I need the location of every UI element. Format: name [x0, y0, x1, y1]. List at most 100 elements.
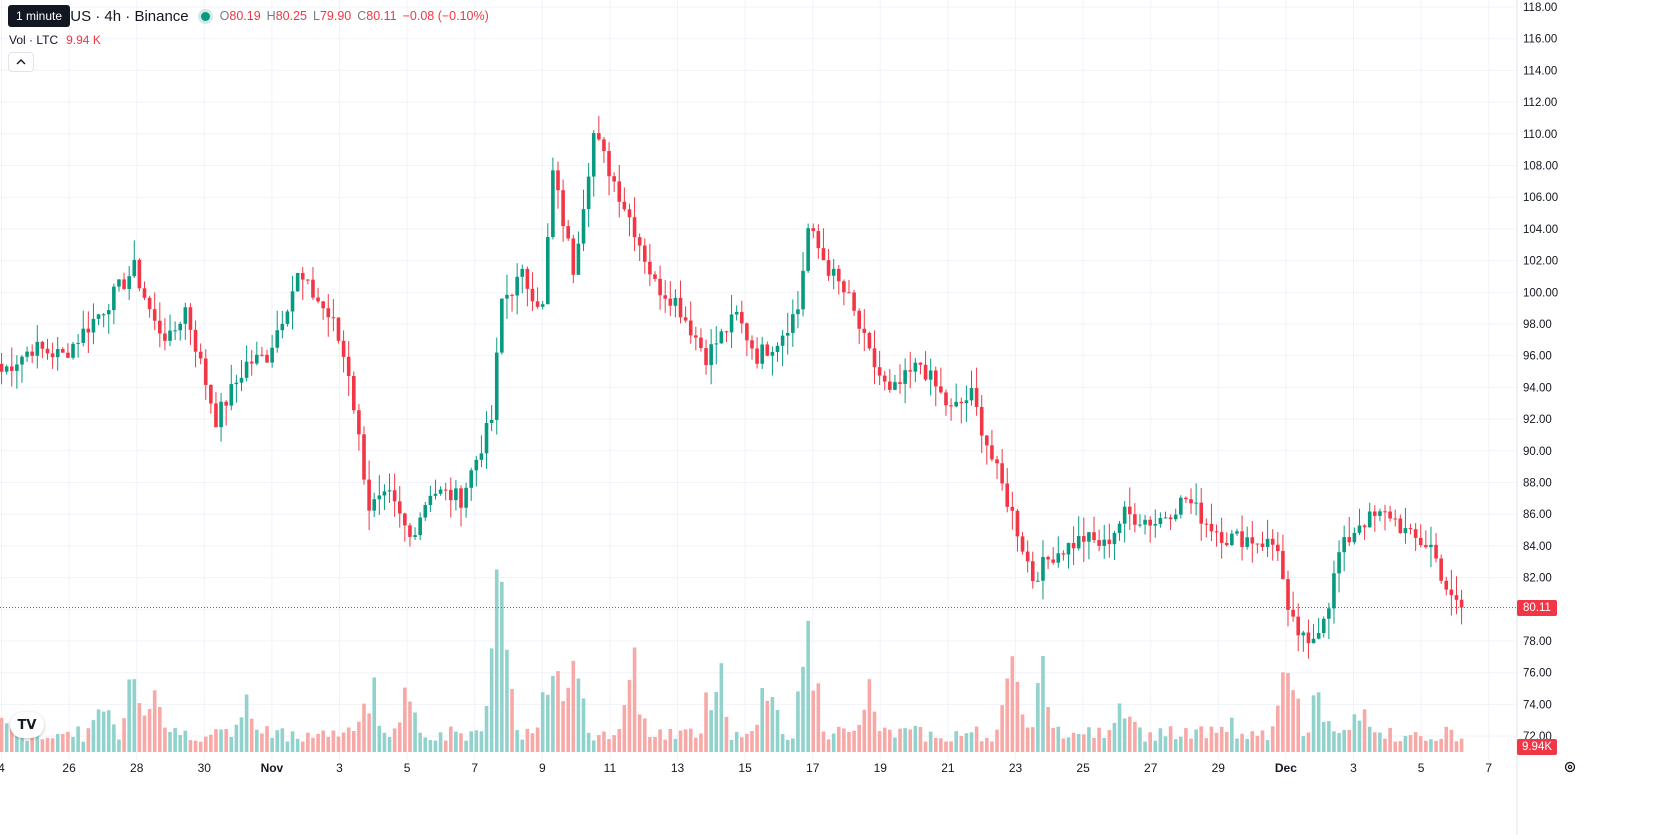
candle-body [101, 314, 106, 316]
candle-body [489, 419, 494, 423]
price-tick-label: 90.00 [1523, 446, 1552, 458]
symbol-legend: n / TetherUS · 4h · Binance O80.19 H80.2… [8, 6, 489, 26]
candle-body [893, 382, 897, 390]
time-tick-label: 19 [874, 761, 888, 775]
candle-body [132, 259, 137, 277]
volume-bar [566, 687, 571, 752]
time-tick-label: 5 [1418, 761, 1425, 775]
volume-bar [494, 569, 499, 752]
time-tick-label: 7 [471, 761, 478, 775]
volume-bar [862, 709, 867, 752]
volume-bar [321, 730, 325, 752]
candle-body [260, 354, 264, 356]
candle-body [1184, 497, 1188, 500]
volume-bar [1219, 726, 1224, 752]
candle-body [428, 495, 433, 506]
volume-bar [765, 700, 770, 752]
candle-body [372, 499, 377, 511]
volume-bar [545, 694, 550, 752]
volume-legend[interactable]: Vol · LTC 9.94 K [9, 33, 101, 47]
candle-body [775, 345, 780, 353]
volume-bar [1209, 726, 1214, 752]
candle-body [45, 348, 50, 354]
chevron-up-icon [16, 57, 26, 68]
candle-body [459, 488, 463, 508]
candle-body [903, 370, 907, 384]
volume-bar [30, 726, 34, 752]
candle-body [985, 435, 989, 446]
tradingview-logo[interactable]: TV [10, 712, 44, 738]
candle-body [1429, 544, 1433, 548]
volume-bar [775, 709, 780, 752]
volume-bar [939, 738, 943, 752]
volume-bar [1066, 737, 1071, 752]
volume-bar [668, 728, 673, 752]
candle-body [188, 307, 193, 330]
volume-bar [346, 727, 351, 752]
candle-body [882, 375, 887, 382]
candle-body [1332, 573, 1336, 609]
candle-body [913, 362, 918, 372]
price-tick-label: 84.00 [1523, 541, 1552, 553]
collapse-legend-button[interactable] [8, 52, 34, 72]
candle-body [1383, 511, 1387, 513]
volume-bar [826, 739, 831, 752]
volume-bar [35, 733, 40, 752]
volume-bar [454, 731, 458, 752]
candle-body [198, 351, 203, 359]
volume-bar [648, 737, 652, 752]
volume-bar [709, 710, 713, 752]
ohlc-values: O80.19 H80.25 L79.90 C80.11 −0.08 (−0.10… [219, 9, 489, 23]
volume-bar [1301, 736, 1306, 752]
candle-body [15, 364, 19, 371]
candle-body [1214, 531, 1219, 533]
volume-bar [1270, 726, 1275, 752]
volume-bar [1388, 727, 1392, 752]
candle-body [714, 343, 719, 345]
candle-body [1378, 511, 1382, 516]
volume-bar [336, 736, 341, 752]
volume-bar [500, 581, 504, 752]
price-tick-label: 112.00 [1523, 97, 1557, 109]
candle-body [663, 295, 668, 299]
candle-body [275, 330, 280, 348]
candle-body [1265, 538, 1270, 548]
candle-body [1030, 561, 1035, 582]
volume-bar [55, 733, 60, 752]
market-status-icon[interactable] [200, 11, 210, 21]
price-tick-label: 74.00 [1523, 699, 1552, 711]
volume-bar [642, 718, 647, 752]
price-tick-label: 82.00 [1523, 573, 1552, 585]
candle-body [443, 489, 448, 491]
volume-bar [1296, 698, 1301, 752]
candle-body [1270, 538, 1275, 545]
candle-body [81, 328, 86, 343]
candle-body [25, 351, 29, 357]
candle-body [178, 323, 183, 331]
volume-bar [183, 730, 188, 752]
volume-bar [1153, 740, 1158, 752]
volume-bar [295, 738, 300, 752]
candle-body [1240, 531, 1244, 547]
price-tick-label: 108.00 [1523, 161, 1558, 173]
candle-body [387, 490, 392, 492]
low-value: 79.90 [319, 9, 352, 23]
gear-icon[interactable] [1563, 760, 1577, 777]
volume-bar [791, 738, 795, 752]
volume-bar [1112, 722, 1117, 752]
candle-body [351, 376, 356, 411]
volume-bar [142, 715, 147, 752]
volume-bar [15, 734, 19, 752]
candle-body [806, 228, 810, 271]
volume-bar [101, 711, 106, 752]
candle-body [290, 291, 295, 312]
volume-bar [1158, 728, 1163, 752]
candle-body [173, 330, 177, 332]
candle-body [418, 517, 422, 536]
volume-bar [1321, 721, 1326, 752]
volume-bar [903, 728, 907, 752]
candle-body [979, 406, 984, 436]
candle-body [1010, 506, 1015, 511]
volume-bar [913, 725, 918, 752]
